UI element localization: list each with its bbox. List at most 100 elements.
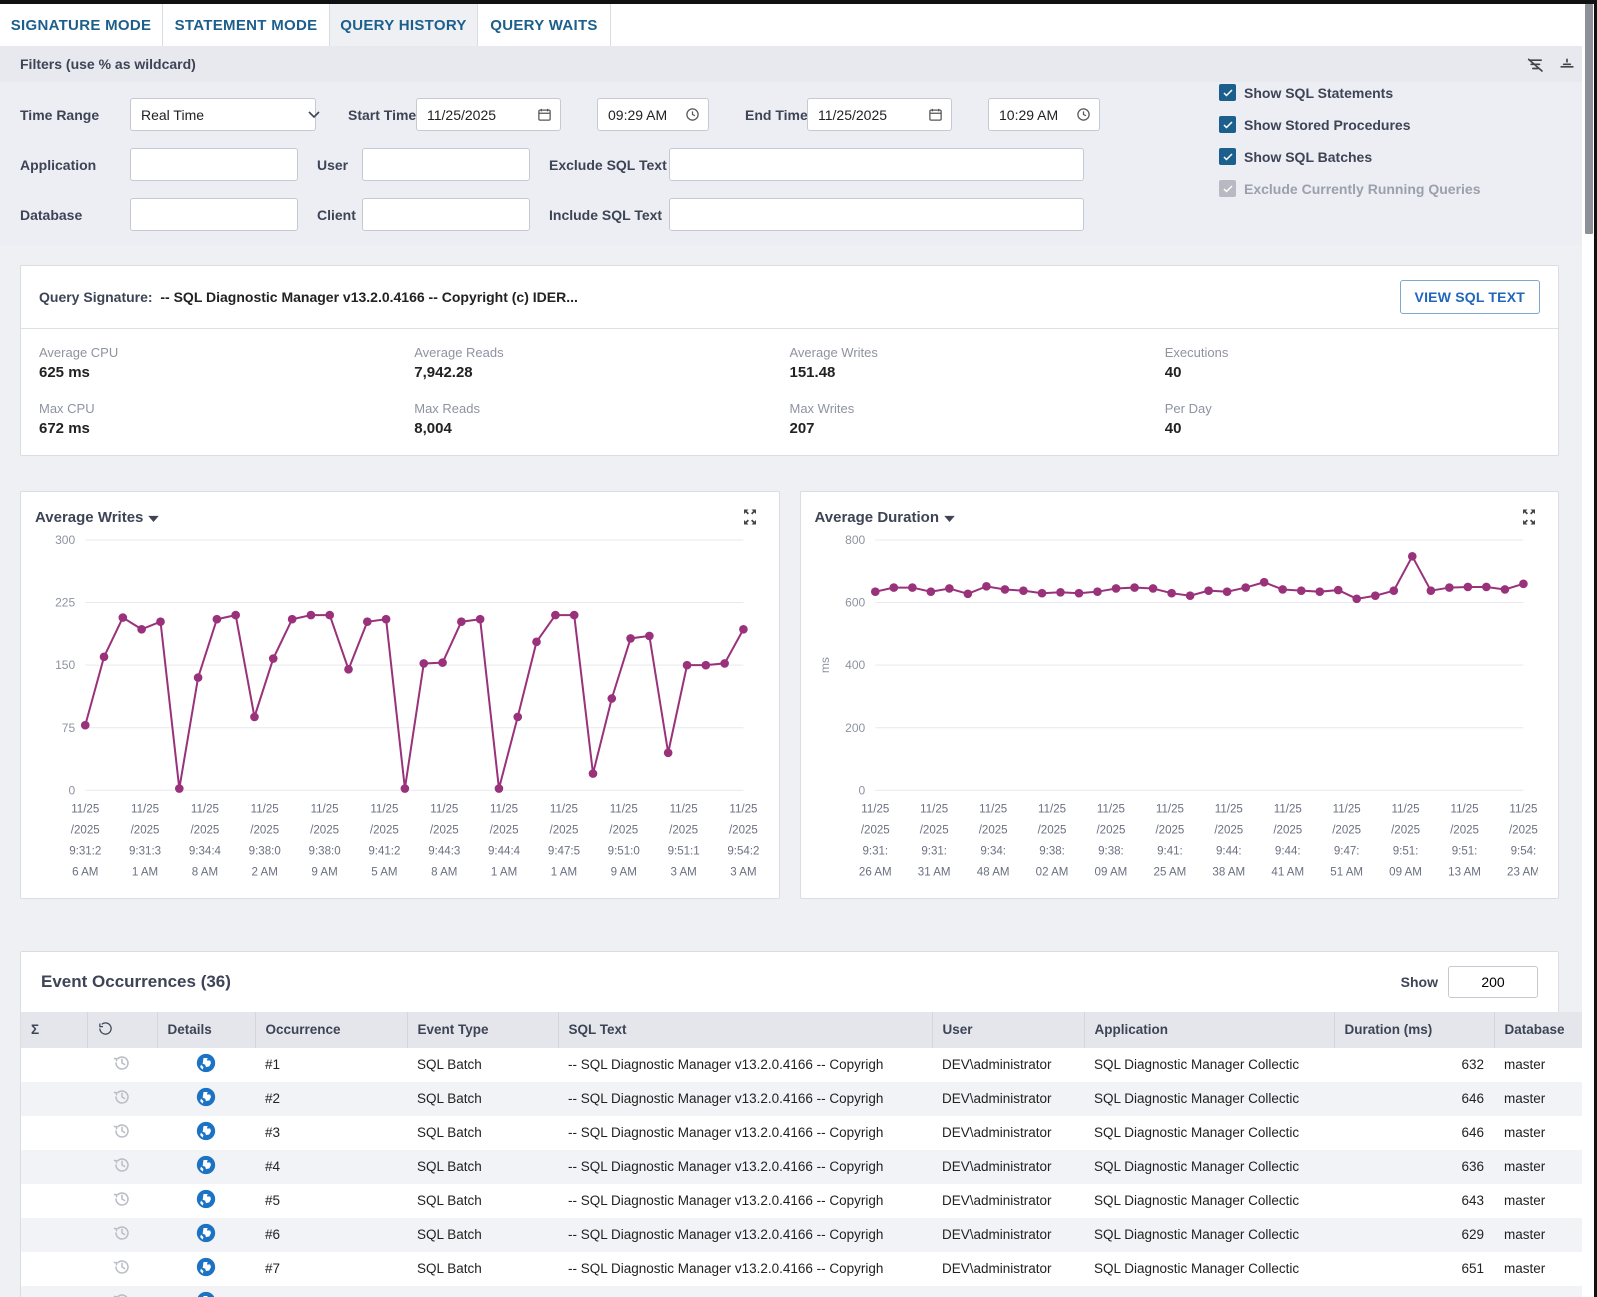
svg-text:11/25: 11/25 [1096,803,1124,815]
svg-text:/2025: /2025 [131,824,160,836]
svg-text:11/25: 11/25 [131,803,159,815]
svg-text:48 AM: 48 AM [976,867,1009,879]
svg-text:/2025: /2025 [978,824,1007,836]
svg-text:23 AM: 23 AM [1507,867,1538,879]
svg-text:11/25: 11/25 [1332,803,1360,815]
svg-text:8 AM: 8 AM [192,867,218,879]
svg-text:9:44:: 9:44: [1215,846,1241,858]
svg-text:/2025: /2025 [860,824,889,836]
svg-text:/2025: /2025 [370,824,399,836]
svg-text:9 AM: 9 AM [611,867,637,879]
svg-text:300: 300 [55,533,75,547]
svg-text:9:38:0: 9:38:0 [249,846,281,858]
svg-text:9:51:: 9:51: [1392,846,1418,858]
svg-text:2 AM: 2 AM [252,867,278,879]
svg-text:9:51:: 9:51: [1451,846,1477,858]
svg-text:150: 150 [55,658,75,672]
svg-text:9:38:: 9:38: [1098,846,1124,858]
svg-text:41 AM: 41 AM [1271,867,1304,879]
svg-text:9:44:: 9:44: [1274,846,1300,858]
svg-text:/2025: /2025 [919,824,948,836]
svg-text:31 AM: 31 AM [917,867,950,879]
svg-text:9:47:: 9:47: [1333,846,1359,858]
svg-text:/2025: /2025 [1155,824,1184,836]
svg-text:11/25: 11/25 [71,803,99,815]
svg-text:11/25: 11/25 [1155,803,1183,815]
svg-text:9 AM: 9 AM [311,867,337,879]
svg-text:9:41:: 9:41: [1157,846,1183,858]
svg-text:/2025: /2025 [1214,824,1243,836]
svg-text:9:34:: 9:34: [980,846,1006,858]
svg-text:200: 200 [845,721,865,735]
svg-text:/2025: /2025 [250,824,279,836]
svg-text:/2025: /2025 [1332,824,1361,836]
svg-text:9:38:: 9:38: [1039,846,1065,858]
svg-text:6 AM: 6 AM [72,867,98,879]
svg-text:11/25: 11/25 [861,803,889,815]
svg-text:9:38:0: 9:38:0 [309,846,341,858]
svg-text:/2025: /2025 [1391,824,1420,836]
svg-text:26 AM: 26 AM [858,867,891,879]
svg-text:11/25: 11/25 [1273,803,1301,815]
svg-text:11/25: 11/25 [729,803,757,815]
svg-text:11/25: 11/25 [979,803,1007,815]
svg-text:/2025: /2025 [490,824,519,836]
svg-text:/2025: /2025 [430,824,459,836]
svg-text:5 AM: 5 AM [371,867,397,879]
svg-text:/2025: /2025 [310,824,339,836]
svg-text:0: 0 [858,783,865,797]
svg-text:02 AM: 02 AM [1035,867,1068,879]
svg-text:25 AM: 25 AM [1153,867,1186,879]
svg-text:1 AM: 1 AM [551,867,577,879]
svg-text:11/25: 11/25 [430,803,458,815]
svg-text:09 AM: 09 AM [1389,867,1422,879]
svg-text:/2025: /2025 [550,824,579,836]
svg-text:/2025: /2025 [190,824,219,836]
svg-text:ms: ms [818,657,832,673]
svg-text:/2025: /2025 [1096,824,1125,836]
svg-text:11/25: 11/25 [550,803,578,815]
svg-text:3 AM: 3 AM [730,867,756,879]
svg-text:8 AM: 8 AM [431,867,457,879]
svg-text:9:31:: 9:31: [921,846,947,858]
svg-text:11/25: 11/25 [191,803,219,815]
svg-text:9:51:0: 9:51:0 [608,846,640,858]
svg-text:9:54:2: 9:54:2 [727,846,758,858]
svg-text:11/25: 11/25 [370,803,398,815]
svg-text:9:51:1: 9:51:1 [668,846,700,858]
svg-text:/2025: /2025 [1508,824,1537,836]
svg-text:51 AM: 51 AM [1330,867,1363,879]
svg-text:11/25: 11/25 [490,803,518,815]
svg-text:9:31:: 9:31: [862,846,888,858]
svg-text:75: 75 [62,721,76,735]
svg-text:400: 400 [845,658,865,672]
svg-text:600: 600 [845,596,865,610]
svg-text:11/25: 11/25 [1391,803,1419,815]
svg-text:13 AM: 13 AM [1448,867,1481,879]
svg-text:9:31:2: 9:31:2 [69,846,101,858]
svg-text:9:44:4: 9:44:4 [488,846,521,858]
svg-text:3 AM: 3 AM [670,867,696,879]
svg-text:/2025: /2025 [71,824,100,836]
svg-text:9:31:3: 9:31:3 [129,846,161,858]
svg-text:225: 225 [55,596,75,610]
svg-text:/2025: /2025 [669,824,698,836]
svg-text:11/25: 11/25 [1509,803,1537,815]
svg-text:1 AM: 1 AM [491,867,517,879]
svg-text:9:47:5: 9:47:5 [548,846,580,858]
svg-text:9:41:2: 9:41:2 [368,846,400,858]
svg-text:11/25: 11/25 [311,803,339,815]
svg-text:09 AM: 09 AM [1094,867,1127,879]
svg-text:11/25: 11/25 [1214,803,1242,815]
svg-text:800: 800 [845,533,865,547]
svg-text:9:34:4: 9:34:4 [189,846,222,858]
svg-text:11/25: 11/25 [920,803,948,815]
svg-text:/2025: /2025 [729,824,758,836]
svg-text:/2025: /2025 [1450,824,1479,836]
svg-text:1 AM: 1 AM [132,867,158,879]
svg-text:38 AM: 38 AM [1212,867,1245,879]
svg-text:11/25: 11/25 [610,803,638,815]
svg-text:11/25: 11/25 [1450,803,1478,815]
svg-text:9:54:: 9:54: [1510,846,1536,858]
svg-text:/2025: /2025 [1037,824,1066,836]
